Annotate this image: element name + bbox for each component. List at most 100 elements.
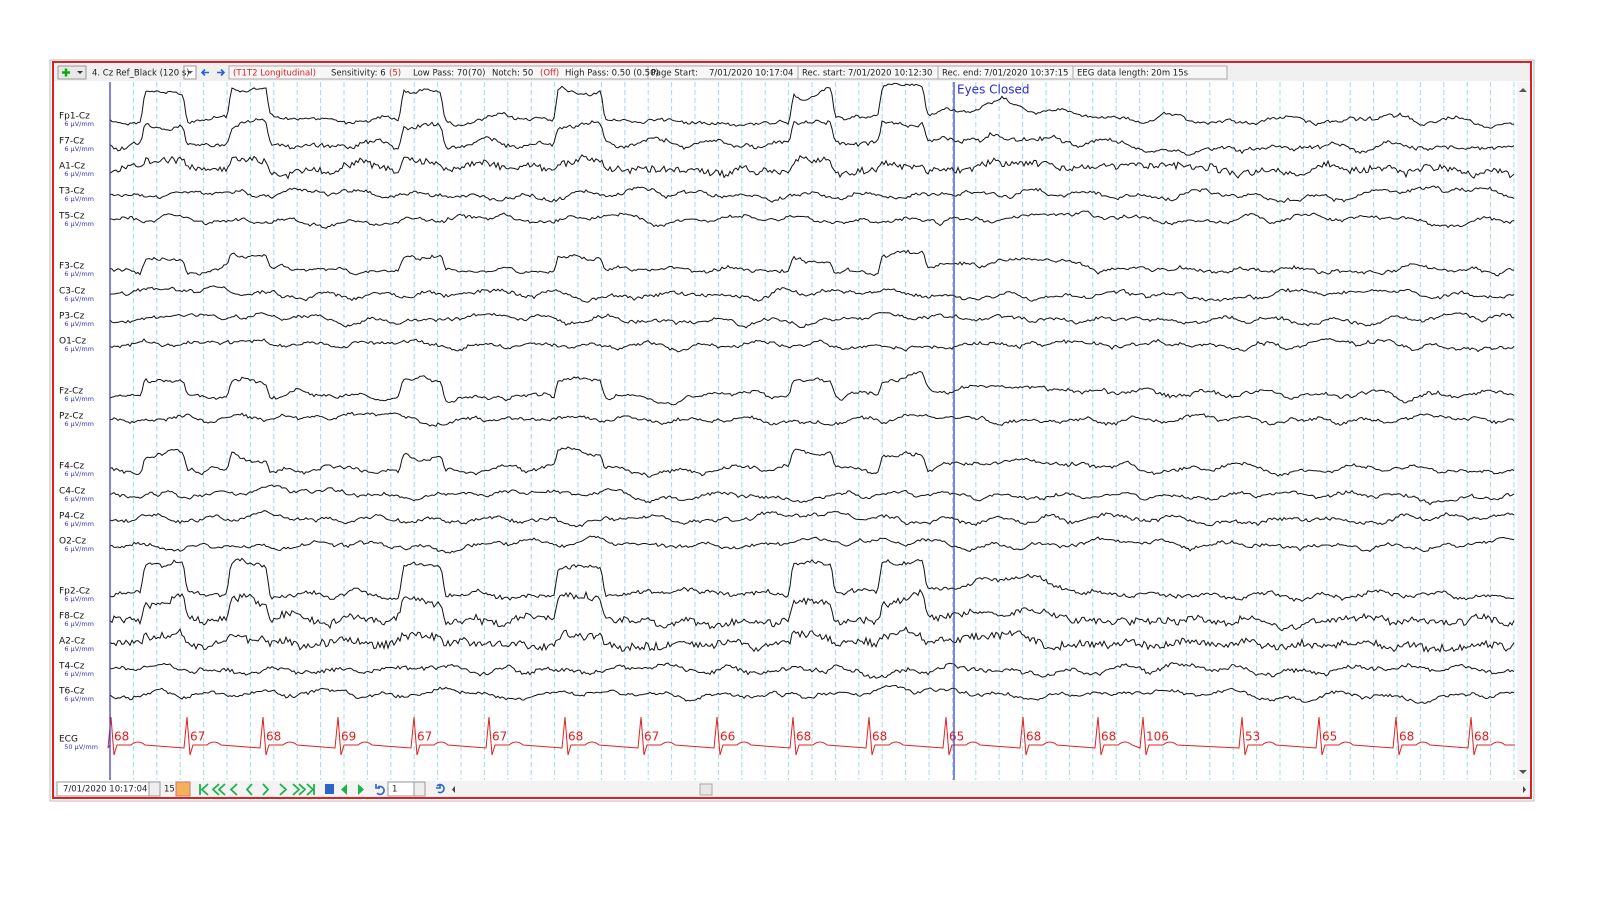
channel-scale: 6 µV/mm [64,520,94,528]
eeg-trace [109,510,1515,528]
channel-label: Pz-Cz [59,412,84,422]
eeg-trace [109,535,1515,554]
channel-label: T3-Cz [58,187,85,197]
eeg-trace [109,684,1515,704]
heart-rate: 106 [1146,730,1169,744]
toolbar-label: Notch: 50 [492,69,533,79]
channel-scale: 6 µV/mm [64,695,94,703]
channel-label: F3-Cz [59,262,84,272]
channel-label: T6-Cz [58,687,85,697]
active-border [52,61,1532,799]
redo-button[interactable] [436,783,445,794]
channel-label: O1-Cz [59,337,86,347]
channel-label: P4-Cz [59,512,85,522]
heart-rate: 68 [1474,730,1489,744]
toolbar-label: 7/01/2020 10:37:15 [984,69,1068,79]
channel-scale: 6 µV/mm [64,645,94,653]
dropdown-arrow [77,71,83,74]
calendar-icon[interactable] [175,781,191,797]
eeg-trace [109,626,1515,653]
eeg-trace [109,662,1515,679]
eeg-trace [109,311,1515,329]
channel-scale: 6 µV/mm [64,395,94,403]
channel-label: F7-Cz [59,137,84,147]
nav-arrows[interactable] [200,68,226,77]
toolbar-label: 4. Cz Ref_Black (120 s) [92,69,190,79]
channel-label: A1-Cz [59,162,85,172]
heart-rate: 68 [266,730,281,744]
channel-label: O2-Cz [59,537,86,547]
heart-rate: 66 [720,730,735,744]
eeg-trace [109,370,1515,406]
stop-button[interactable] [325,784,334,794]
heart-rate: 65 [949,730,964,744]
toolbar-label: 20m 15s [1151,69,1189,79]
channel-label: F4-Cz [59,462,84,472]
channel-label: F8-Cz [59,612,84,622]
channel-label: Fp2-Cz [59,587,90,597]
footer-bar [54,781,1530,797]
channel-label: T5-Cz [58,212,85,222]
eeg-trace [109,249,1515,277]
event-annotation: Eyes Closed [957,83,1029,97]
eeg-trace [109,484,1515,506]
channel-label: ECG [59,735,78,745]
eeg-trace [109,117,1515,156]
heart-rate: 68 [114,730,129,744]
channel-scale: 6 µV/mm [64,545,94,553]
toolbar-label: Sensitivity: 6 [331,69,386,79]
plus-icon [62,68,70,77]
heart-rate: 68 [872,730,887,744]
eeg-trace [109,82,1514,129]
toolbar-label: (5) [389,69,401,79]
eeg-trace [109,185,1515,204]
channel-label: P3-Cz [59,312,85,322]
heart-rate: 53 [1245,730,1260,744]
channel-scale: 6 µV/mm [64,320,94,328]
channel-scale: 6 µV/mm [64,420,94,428]
channel-scale: 6 µV/mm [64,120,94,128]
channel-scale: 6 µV/mm [64,195,94,203]
footer-time[interactable]: 7/01/2020 10:17:04 [63,785,147,795]
eeg-trace [109,446,1515,478]
eeg-trace [109,411,1515,427]
vertical-scrollbar[interactable] [1517,82,1529,779]
channel-label: Fp1-Cz [59,112,90,122]
ecg-trace [107,716,1515,756]
eeg-trace [109,154,1515,180]
channel-scale: 6 µV/mm [64,620,94,628]
toolbar-label: Rec. end: [942,69,982,79]
heart-rate: 68 [1399,730,1414,744]
play-buttons[interactable] [341,784,364,795]
channel-scale: 6 µV/mm [64,295,94,303]
toolbar-label: Page Start: [651,69,698,79]
channel-label: C3-Cz [59,287,86,297]
channel-label: C4-Cz [59,487,86,497]
dropdown-arrow [187,71,193,74]
heart-rate: 67 [492,730,507,744]
heart-rate: 67 [190,730,205,744]
heart-rate: 68 [1026,730,1041,744]
eeg-trace [109,285,1515,303]
heart-rate: 69 [341,730,356,744]
heart-rate: 65 [1322,730,1337,744]
toolbar-label: EEG data length: [1077,69,1149,79]
channel-scale: 6 µV/mm [64,270,94,278]
h-scroll-thumb[interactable] [699,783,713,796]
footer-page[interactable]: 1 [392,785,397,795]
page-spinner[interactable] [413,781,426,797]
toolbar-label: (Off) [540,69,559,79]
toolbar-label: 7/01/2020 10:17:04 [709,69,793,79]
heart-rate: 68 [568,730,583,744]
channel-scale: 6 µV/mm [64,470,94,478]
time-spinner[interactable] [148,781,161,797]
toolbar-field [1072,65,1228,80]
channel-label: A2-Cz [59,637,85,647]
navigation-buttons[interactable] [199,783,315,796]
heart-rate: 68 [1101,730,1116,744]
window-frame [49,59,1535,802]
toolbar-label: (T1T2 Longitudinal) [233,69,316,79]
eeg-trace [109,557,1515,602]
undo-button[interactable] [375,784,385,796]
